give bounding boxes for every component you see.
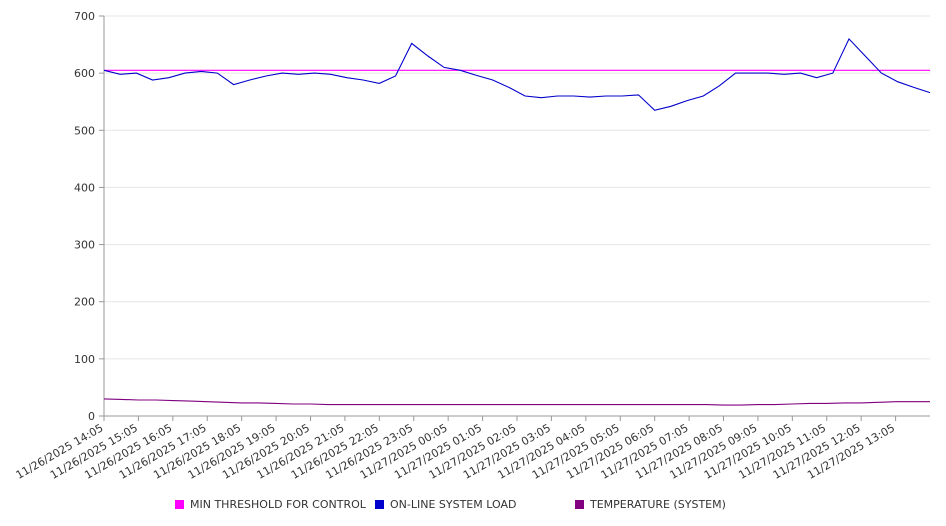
legend-item-min-threshold[interactable]: MIN THRESHOLD FOR CONTROL <box>175 498 366 511</box>
legend-swatch <box>175 500 184 509</box>
y-tick-label: 100 <box>74 353 95 366</box>
y-tick-label: 200 <box>74 296 95 309</box>
y-tick-label: 600 <box>74 67 95 80</box>
legend-item-online-system-load[interactable]: ON-LINE SYSTEM LOAD <box>375 498 516 511</box>
grid-lines <box>104 15 930 360</box>
y-tick-label: 500 <box>74 124 95 137</box>
y-tick-label: 0 <box>88 410 95 423</box>
y-tick-labels: 0 100 200 300 400 500 600 700 <box>74 10 95 423</box>
axes <box>99 15 930 421</box>
series-lines <box>103 37 931 406</box>
legend: MIN THRESHOLD FOR CONTROL ON-LINE SYSTEM… <box>0 498 946 514</box>
y-tick-label: 700 <box>74 10 95 23</box>
legend-label: TEMPERATURE (SYSTEM) <box>590 498 726 511</box>
y-tick-label: 400 <box>74 181 95 194</box>
legend-swatch <box>575 500 584 509</box>
legend-label: MIN THRESHOLD FOR CONTROL <box>190 498 366 511</box>
series-line-temperature-system <box>103 398 930 406</box>
y-tick-label: 300 <box>74 239 95 252</box>
legend-swatch <box>375 500 384 509</box>
legend-label: ON-LINE SYSTEM LOAD <box>390 498 517 511</box>
series-line-on-line-system-load <box>103 37 931 111</box>
legend-item-temperature-system[interactable]: TEMPERATURE (SYSTEM) <box>575 498 726 511</box>
